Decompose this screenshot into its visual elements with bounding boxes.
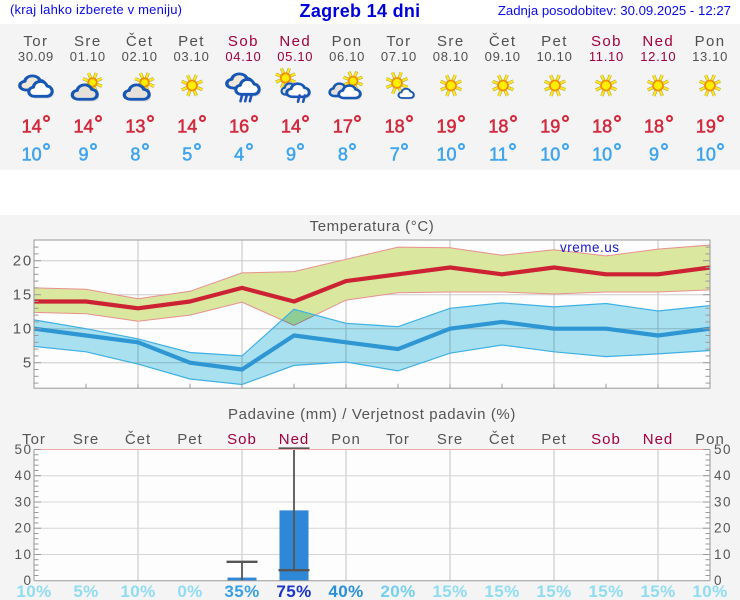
svg-text:0: 0 xyxy=(714,573,723,588)
svg-text:5: 5 xyxy=(23,355,33,372)
svg-text:75%: 75% xyxy=(276,582,311,600)
svg-text:10%: 10% xyxy=(692,582,727,600)
svg-text:20: 20 xyxy=(714,521,732,536)
svg-text:20: 20 xyxy=(14,521,32,536)
svg-text:40%: 40% xyxy=(328,582,363,600)
svg-text:Sre: Sre xyxy=(73,431,99,448)
svg-text:15%: 15% xyxy=(484,582,519,600)
svg-text:10%: 10% xyxy=(16,582,51,600)
svg-text:15%: 15% xyxy=(536,582,571,600)
svg-text:Tor: Tor xyxy=(386,431,410,448)
svg-text:10: 10 xyxy=(14,547,32,562)
svg-text:30: 30 xyxy=(714,495,732,510)
svg-text:50: 50 xyxy=(714,442,732,457)
svg-text:Pet: Pet xyxy=(177,431,203,448)
svg-text:20%: 20% xyxy=(380,582,415,600)
svg-text:Ned: Ned xyxy=(643,431,674,448)
svg-text:Sre: Sre xyxy=(437,431,463,448)
svg-text:40: 40 xyxy=(714,468,732,483)
svg-text:Pon: Pon xyxy=(331,431,361,448)
svg-text:Pet: Pet xyxy=(541,431,567,448)
svg-text:10: 10 xyxy=(13,321,33,338)
svg-text:Tor: Tor xyxy=(22,431,46,448)
svg-text:15%: 15% xyxy=(588,582,623,600)
svg-text:15: 15 xyxy=(13,287,33,304)
svg-text:vreme.us: vreme.us xyxy=(560,240,620,255)
svg-text:10%: 10% xyxy=(120,582,155,600)
svg-text:30: 30 xyxy=(14,495,32,510)
svg-text:10: 10 xyxy=(714,547,732,562)
svg-text:15%: 15% xyxy=(640,582,675,600)
svg-text:15%: 15% xyxy=(432,582,467,600)
svg-text:0: 0 xyxy=(23,573,32,588)
svg-text:40: 40 xyxy=(14,468,32,483)
svg-text:20: 20 xyxy=(13,253,33,270)
svg-text:Čet: Čet xyxy=(489,431,515,448)
svg-text:Sob: Sob xyxy=(227,431,257,448)
svg-text:Padavine (mm) / Verjetnost pad: Padavine (mm) / Verjetnost padavin (%) xyxy=(228,406,516,423)
svg-text:Ned: Ned xyxy=(279,431,310,448)
svg-text:Sob: Sob xyxy=(591,431,621,448)
svg-text:0%: 0% xyxy=(177,582,202,600)
svg-text:5%: 5% xyxy=(73,582,98,600)
svg-text:Čet: Čet xyxy=(125,431,151,448)
svg-text:Pon: Pon xyxy=(695,431,725,448)
svg-text:Temperatura (°C): Temperatura (°C) xyxy=(310,218,435,235)
svg-text:35%: 35% xyxy=(224,582,259,600)
svg-text:50: 50 xyxy=(14,442,32,457)
